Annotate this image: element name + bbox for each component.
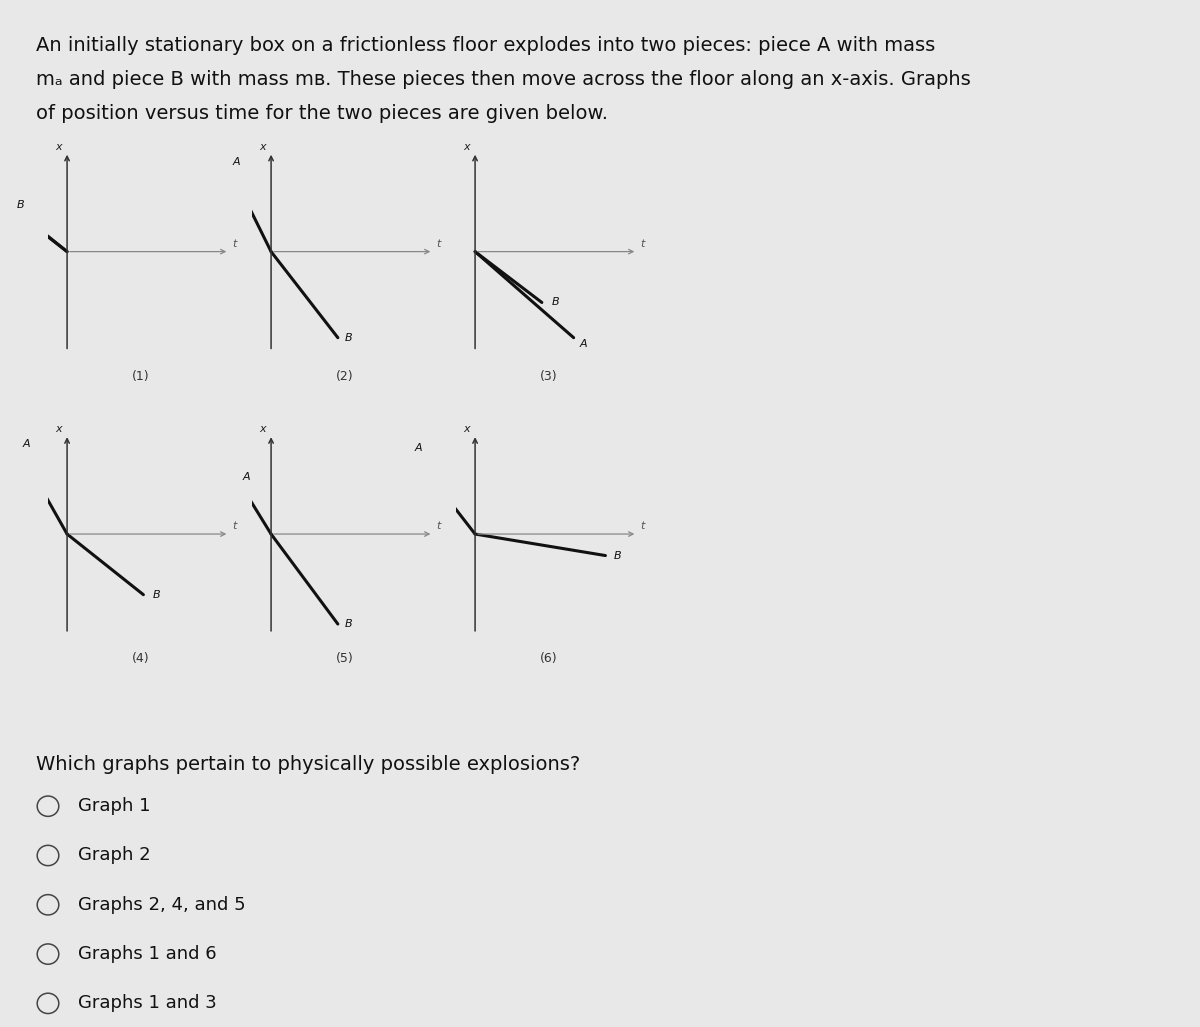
- Text: Graph 1: Graph 1: [78, 797, 150, 815]
- Text: Which graphs pertain to physically possible explosions?: Which graphs pertain to physically possi…: [36, 755, 581, 774]
- Text: A: A: [233, 157, 240, 166]
- Text: Graphs 2, 4, and 5: Graphs 2, 4, and 5: [78, 896, 246, 914]
- Text: x: x: [463, 142, 470, 152]
- Text: Graph 2: Graph 2: [78, 846, 151, 865]
- Text: (2): (2): [336, 370, 354, 383]
- Text: Graphs 1 and 6: Graphs 1 and 6: [78, 945, 217, 963]
- Text: B: B: [17, 199, 24, 210]
- Text: (6): (6): [540, 652, 558, 665]
- Text: A: A: [580, 339, 588, 348]
- Text: (3): (3): [540, 370, 558, 383]
- Text: x: x: [463, 424, 470, 434]
- Text: B: B: [344, 619, 352, 629]
- Text: x: x: [55, 424, 62, 434]
- Text: x: x: [259, 142, 266, 152]
- Text: t: t: [437, 238, 440, 249]
- Text: A: A: [415, 443, 422, 453]
- Text: mₐ and piece B with mass mʙ. These pieces then move across the floor along an x-: mₐ and piece B with mass mʙ. These piece…: [36, 70, 971, 89]
- Text: (4): (4): [132, 652, 150, 665]
- Text: B: B: [344, 333, 352, 343]
- Text: A: A: [23, 440, 30, 449]
- Text: B: B: [551, 298, 559, 307]
- Text: B: B: [613, 550, 622, 561]
- Text: t: t: [437, 521, 440, 531]
- Text: (1): (1): [132, 370, 150, 383]
- Text: x: x: [55, 142, 62, 152]
- Text: An initially stationary box on a frictionless floor explodes into two pieces: pi: An initially stationary box on a frictio…: [36, 36, 935, 55]
- Text: (5): (5): [336, 652, 354, 665]
- Text: of position versus time for the two pieces are given below.: of position versus time for the two piec…: [36, 104, 608, 123]
- Text: B: B: [152, 589, 161, 600]
- Text: t: t: [233, 521, 236, 531]
- Text: A: A: [242, 472, 250, 483]
- Text: t: t: [641, 521, 644, 531]
- Text: x: x: [259, 424, 266, 434]
- Text: Graphs 1 and 3: Graphs 1 and 3: [78, 994, 217, 1013]
- Text: t: t: [233, 238, 236, 249]
- Text: t: t: [641, 238, 644, 249]
